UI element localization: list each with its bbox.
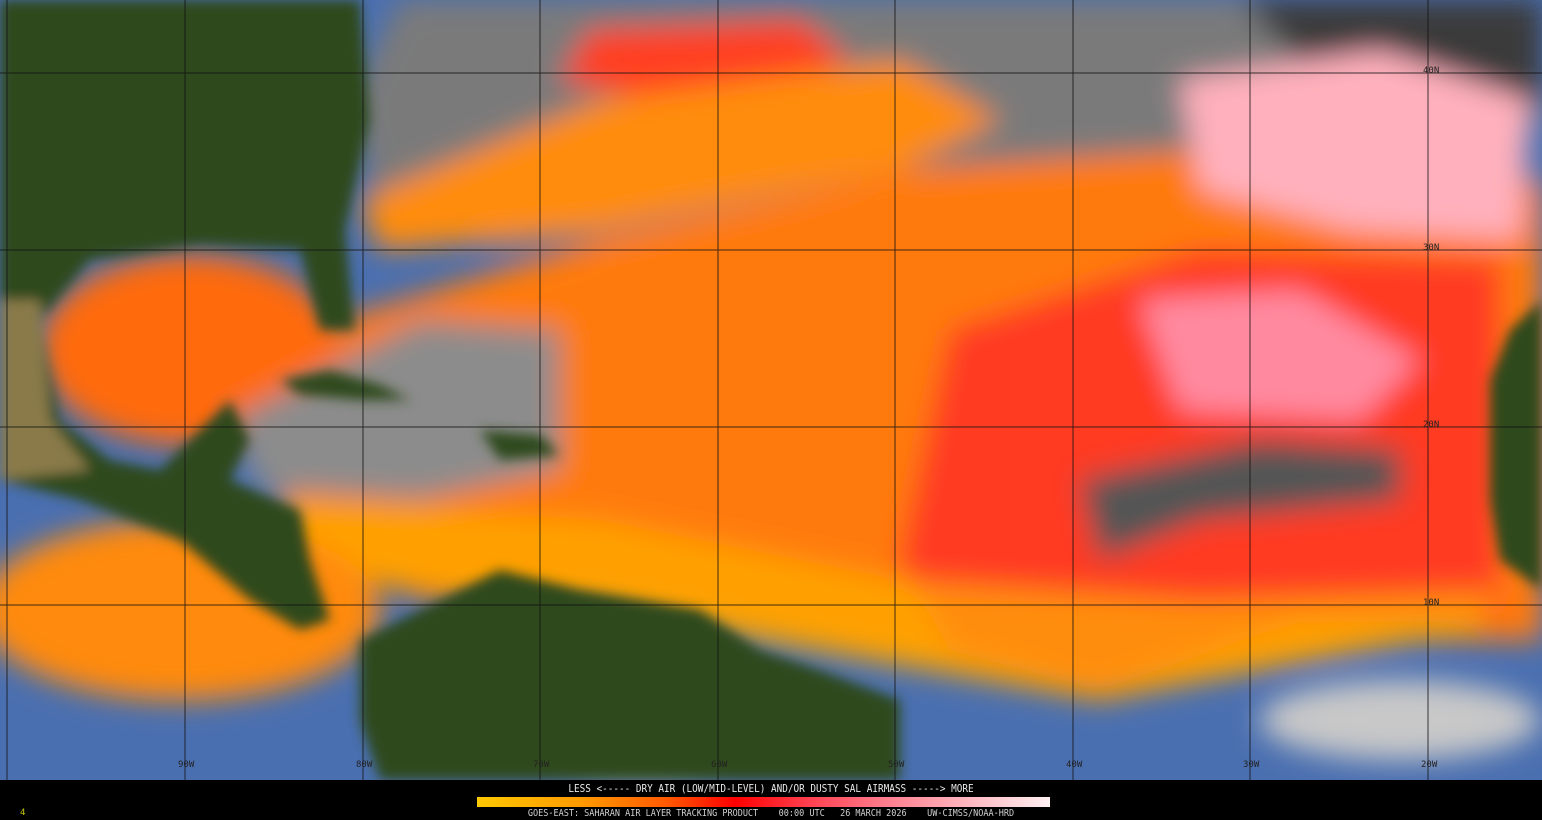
cuba [280,370,410,400]
frame-number: 4 [20,808,26,818]
product-footer: GOES-EAST: SAHARAN AIR LAYER TRACKING PR… [116,808,1427,819]
lat-label-40n: 40N [1423,66,1440,76]
north-orange-band [360,60,1000,250]
caribbean-clouds [230,320,560,500]
color-scale-bar [477,797,1050,807]
lat-lon-grid [0,0,1542,780]
sal-plume-pink-east [1140,290,1420,420]
sal-yellow-edge-south [280,500,1500,700]
product-name: GOES-EAST: SAHARAN AIR LAYER TRACKING PR… [527,808,759,819]
lon-label-20w: 20W [1421,760,1438,770]
lat-label-30n: 30N [1423,243,1440,253]
sal-plume-pink [1180,50,1530,240]
south-east-clouds [1260,680,1540,760]
north-red-streak [560,20,850,110]
atlantic-cloud-band [1080,440,1400,560]
product-date: 26 MARCH 2026 [840,808,907,819]
lon-label-30w: 30W [1243,760,1260,770]
legend-title: LESS <----- DRY AIR (LOW/MID-LEVEL) AND/… [568,782,974,795]
lon-label-80w: 80W [356,760,373,770]
product-time: 00:00 UTC [778,808,825,819]
lon-label-70w: 70W [533,760,550,770]
lat-label-20n: 20N [1423,420,1440,430]
lon-label-90w: 90W [178,760,195,770]
gulf-of-mexico-dry-air [40,255,340,445]
africa-land [1490,300,1542,590]
product-credit: UW-CIMSS/NOAA-HRD [927,808,1015,819]
lon-label-60w: 60W [711,760,728,770]
lon-label-50w: 50W [888,760,905,770]
mexico-desert [0,300,90,480]
satellite-map [0,0,1542,780]
north-america-land [0,0,370,630]
south-america-land [360,570,900,780]
lat-label-10n: 10N [1423,598,1440,608]
lon-label-40w: 40W [1066,760,1083,770]
